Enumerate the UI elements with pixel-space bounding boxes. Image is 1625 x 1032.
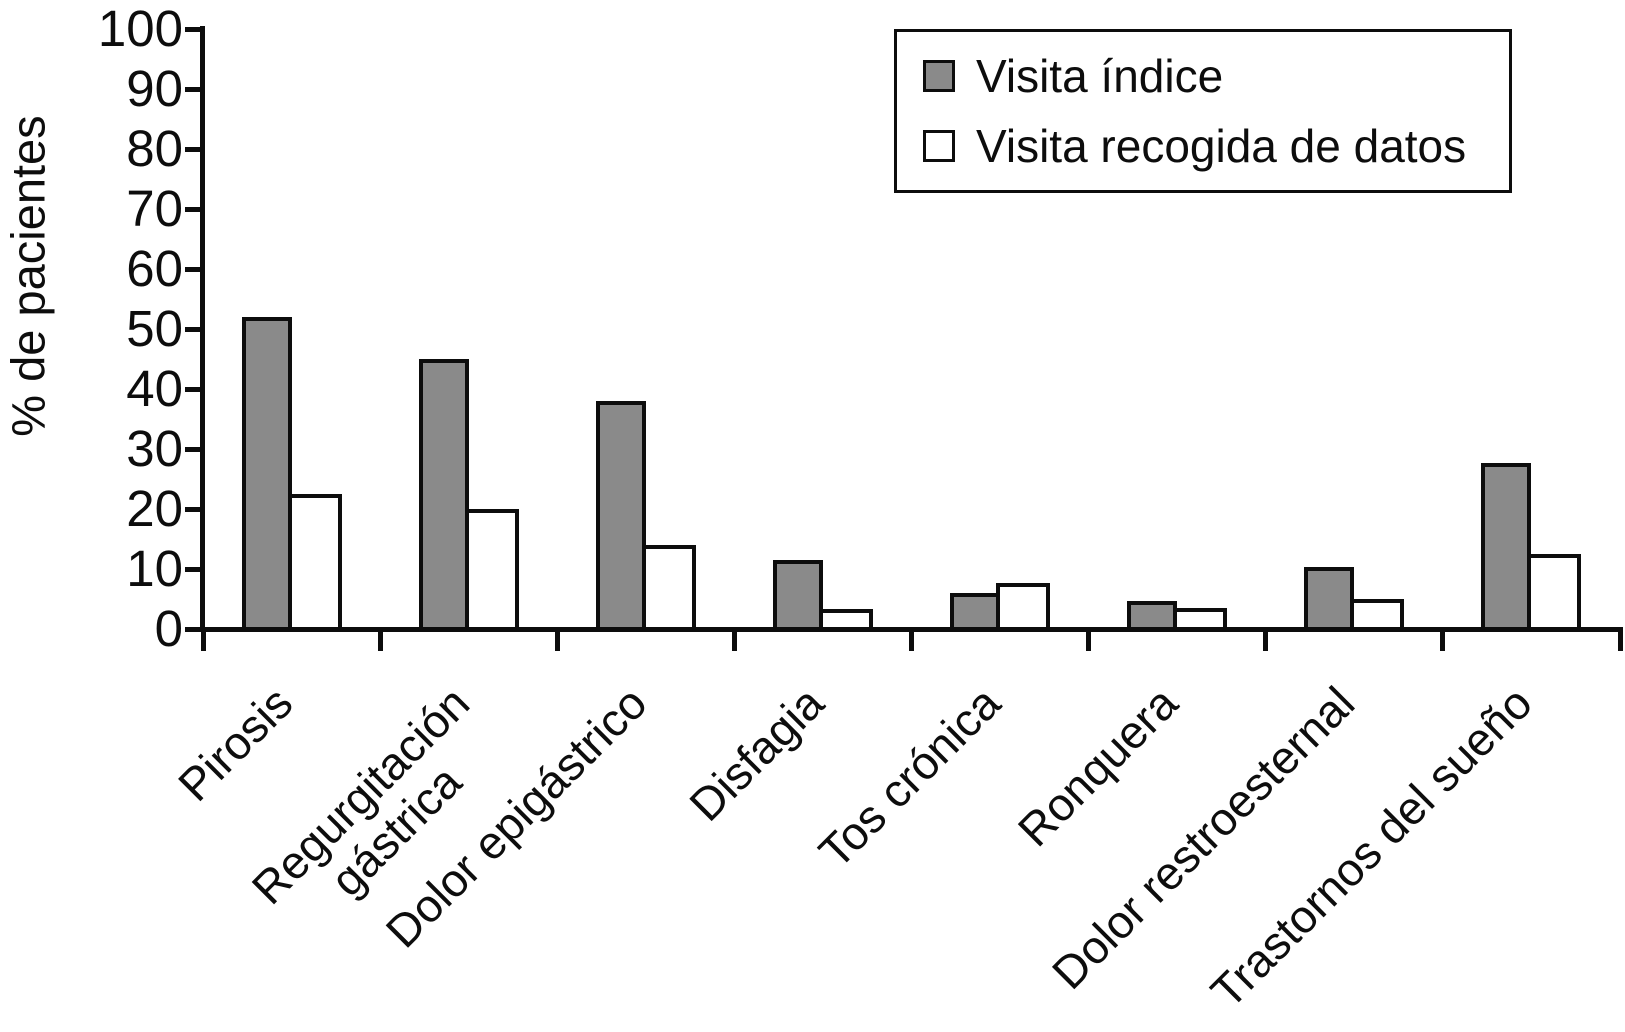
bar-visita-indice-disfagia — [772, 560, 823, 631]
x-category-label-text-tos-cronica: Tos crónica — [809, 676, 1011, 878]
x-tick — [1617, 631, 1623, 651]
x-category-label-text-pirosis: Pirosis — [167, 676, 302, 811]
y-tick-label: 30 — [126, 420, 183, 477]
x-category-label-text-ronquera: Ronquera — [1007, 676, 1188, 857]
x-tick — [1440, 631, 1446, 651]
y-tick — [185, 146, 201, 152]
y-tick-label: 70 — [126, 180, 183, 237]
y-tick — [185, 86, 201, 92]
bar-visita-recogida-de-datos-trastornos-del-sueno — [1527, 554, 1582, 631]
bar-visita-recogida-de-datos-regurgitacion-gastrica — [464, 509, 519, 631]
x-tick — [731, 631, 737, 651]
legend-label-visita-recogida: Visita recogida de datos — [976, 120, 1467, 173]
y-tick — [185, 566, 201, 572]
x-category-label-text-trastornos-del-sueno: Trastornos del sueño — [1200, 676, 1542, 1018]
bar-visita-indice-tos-cronica — [950, 593, 1001, 631]
y-tick-label: 40 — [126, 360, 183, 417]
x-tick — [554, 631, 560, 651]
y-tick — [185, 506, 201, 512]
y-tick-label: 60 — [126, 240, 183, 297]
y-tick — [185, 386, 201, 392]
bar-visita-indice-pirosis — [241, 317, 292, 631]
y-tick — [185, 266, 201, 272]
x-tick — [377, 631, 383, 651]
bar-visita-indice-dolor-epigastrico — [595, 401, 646, 631]
bar-visita-indice-ronquera — [1127, 600, 1178, 631]
bar-visita-indice-trastornos-del-sueno — [1481, 462, 1532, 631]
y-tick — [185, 446, 201, 452]
x-tick — [1086, 631, 1092, 651]
legend: Visita índice Visita recogida de datos — [894, 29, 1512, 193]
y-tick-label: 0 — [154, 600, 183, 657]
bar-visita-recogida-de-datos-ronquera — [1173, 608, 1228, 631]
y-tick — [185, 26, 201, 32]
bar-visita-recogida-de-datos-dolor-restroesternal — [1350, 599, 1405, 631]
y-axis-line — [200, 26, 205, 631]
bar-visita-indice-dolor-restroesternal — [1304, 567, 1355, 631]
bar-visita-indice-regurgitacion-gastrica — [418, 359, 469, 631]
bar-visita-recogida-de-datos-dolor-epigastrico — [641, 545, 696, 631]
legend-item-visita-indice: Visita índice — [923, 49, 1509, 103]
legend-item-visita-recogida: Visita recogida de datos — [923, 119, 1509, 173]
bar-visita-recogida-de-datos-disfagia — [818, 609, 873, 631]
bar-visita-recogida-de-datos-tos-cronica — [996, 583, 1051, 631]
x-axis-line — [197, 627, 1623, 632]
legend-swatch-visita-recogida — [923, 130, 955, 163]
x-tick — [909, 631, 914, 651]
x-category-label-text-disfagia: Disfagia — [678, 676, 834, 831]
legend-label-visita-indice: Visita índice — [976, 49, 1224, 102]
y-tick-label: 20 — [126, 480, 183, 537]
y-tick-label: 10 — [126, 540, 183, 597]
x-category-label-text-dolor-restroesternal: Dolor restroesternal — [1042, 676, 1365, 999]
y-tick-label: 50 — [126, 300, 183, 357]
y-tick-label: 80 — [126, 120, 183, 177]
y-tick — [185, 326, 201, 332]
x-tick — [200, 631, 206, 651]
y-tick-label: 100 — [97, 0, 183, 57]
y-tick-label: 90 — [126, 60, 183, 117]
x-tick — [1263, 631, 1269, 651]
bar-visita-recogida-de-datos-pirosis — [287, 494, 342, 631]
legend-swatch-visita-indice — [923, 59, 955, 92]
y-tick — [185, 626, 201, 632]
y-tick — [185, 206, 201, 212]
